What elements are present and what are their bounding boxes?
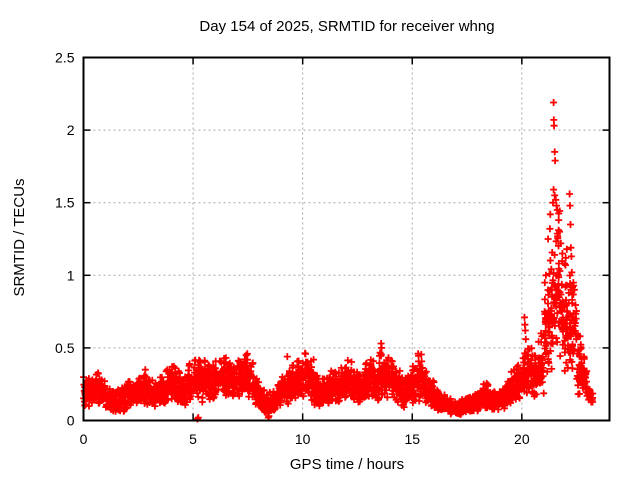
plot-border <box>82 56 611 422</box>
y-tick-label: 1 <box>67 267 75 283</box>
x-tick-label: 15 <box>404 431 420 447</box>
chart-title: Day 154 of 2025, SRMTID for receiver whn… <box>199 18 495 35</box>
y-tick-label: 2.5 <box>55 50 75 66</box>
y-tick-label: 2 <box>67 122 75 138</box>
x-tick-label: 10 <box>295 431 311 447</box>
data-points <box>80 207 597 418</box>
x-tick-label: 5 <box>189 431 197 447</box>
outlier-points <box>141 99 578 423</box>
x-axis-label: GPS time / hours <box>289 456 405 473</box>
y-tick-label: 1.5 <box>55 195 75 211</box>
x-tick-label: 20 <box>514 431 530 447</box>
y-tick-label: 0 <box>67 413 75 429</box>
y-tick-label: 0.5 <box>55 340 75 356</box>
x-tick-label: 0 <box>80 431 88 447</box>
